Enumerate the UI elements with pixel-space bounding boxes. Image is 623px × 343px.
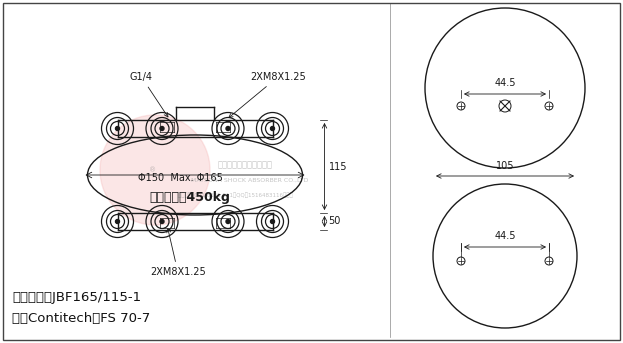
- Circle shape: [226, 127, 230, 130]
- Circle shape: [115, 220, 120, 224]
- Text: 最大承载：450kg: 最大承载：450kg: [150, 190, 231, 203]
- Text: 44.5: 44.5: [494, 78, 516, 88]
- Text: 上海松夏减震器有限公司: 上海松夏减震器有限公司: [217, 161, 272, 169]
- Circle shape: [100, 115, 210, 225]
- Text: 2XM8X1.25: 2XM8X1.25: [150, 229, 206, 277]
- Circle shape: [115, 127, 120, 130]
- Text: 联系电话：021-6155 911，QQ：1516483116，微信: 联系电话：021-6155 911，QQ：1516483116，微信: [178, 192, 292, 198]
- Text: 2XM8X1.25: 2XM8X1.25: [229, 72, 306, 118]
- Text: 44.5: 44.5: [494, 231, 516, 241]
- Text: ®: ®: [150, 167, 156, 173]
- Circle shape: [270, 220, 275, 224]
- Circle shape: [160, 220, 164, 224]
- Text: 对应Contitech：FS 70-7: 对应Contitech：FS 70-7: [12, 311, 150, 324]
- Text: G1/4: G1/4: [130, 72, 168, 117]
- Text: 115: 115: [328, 162, 347, 172]
- Text: 50: 50: [328, 216, 341, 226]
- Circle shape: [226, 220, 230, 224]
- Circle shape: [270, 127, 275, 130]
- Text: MATSONA SHOCK ABSORBER CO.,LTD: MATSONA SHOCK ABSORBER CO.,LTD: [191, 177, 308, 182]
- Text: 产品型号：JBF165/115-1: 产品型号：JBF165/115-1: [12, 292, 141, 305]
- Circle shape: [160, 127, 164, 130]
- Text: Φ150  Max. Φ165: Φ150 Max. Φ165: [138, 173, 222, 183]
- Text: 105: 105: [496, 161, 514, 171]
